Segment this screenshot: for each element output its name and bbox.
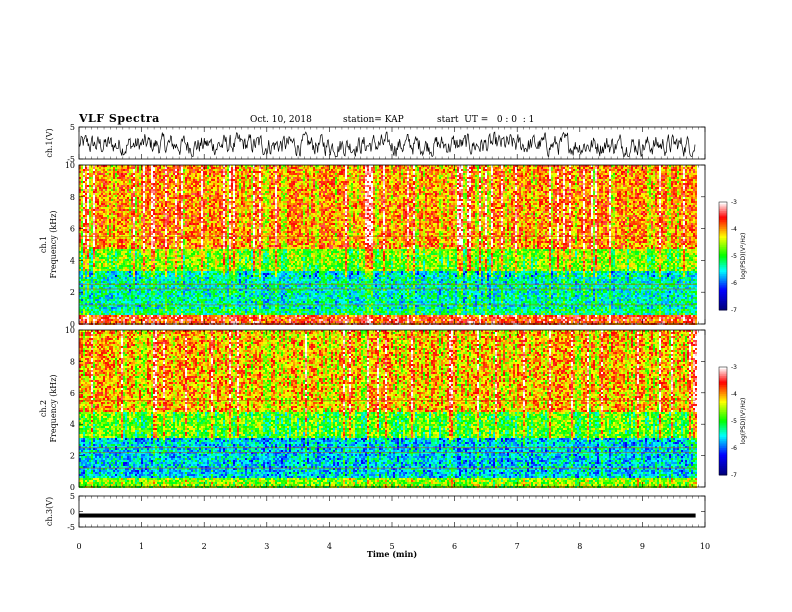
colorbar-label: log(PSD)(V²/Hz) — [740, 398, 747, 445]
x-tick-label: 9 — [640, 542, 645, 551]
ch1-spectrogram-ytick-label: 4 — [70, 256, 75, 265]
x-tick-label: 7 — [515, 542, 520, 551]
colorbar-tick-label: -6 — [731, 280, 737, 287]
ch2-spectrogram-ytick-label: 4 — [70, 420, 75, 429]
ch1-spectrogram-ytick-label: 8 — [70, 193, 75, 202]
ch1-spectrogram-ylabel: Frequency (kHz) — [49, 210, 58, 278]
vlf-figure: 5-5ch.1(V) 0246810ch.1 Frequency (kHz) 02… — [0, 0, 792, 612]
ch2-spectrogram-ytick-label: 0 — [70, 483, 75, 492]
ch2-spectrogram-ylabel: ch.2 — [39, 400, 48, 417]
colorbar-tick-label: -4 — [731, 391, 737, 398]
ch3-waveform-ylabel: ch.3(V) — [45, 497, 54, 526]
ch1-spectrogram-ytick-label: 2 — [70, 288, 75, 297]
x-tick-label: 6 — [452, 542, 457, 551]
colorbar-tick-label: -5 — [731, 253, 737, 260]
ch1-spectrogram-ytick-label: 6 — [70, 225, 75, 234]
ch2-colorbar: -3 -4 -5 -6 -7 log(PSD)(V²/Hz) — [719, 364, 747, 479]
ch1-waveform-panel: 5-5ch.1(V) — [45, 123, 705, 164]
ch1-colorbar: -3 -4 -5 -6 -7 log(PSD)(V²/Hz) — [719, 199, 747, 314]
ch2-spectrogram-ytick-label: 6 — [70, 389, 75, 398]
colorbar-tick-label: -4 — [731, 226, 737, 233]
colorbar-tick-label: -7 — [731, 307, 737, 314]
ch1-spectrogram-ylabel: ch.1 — [39, 236, 48, 253]
x-tick-label: 2 — [202, 542, 207, 551]
x-axis-label: Time (min) — [367, 549, 417, 559]
colorbar-tick-label: -6 — [731, 445, 737, 452]
x-tick-label: 8 — [577, 542, 582, 551]
x-tick-label: 4 — [327, 542, 332, 551]
ch2-spectrogram-ytick-label: 2 — [70, 452, 75, 461]
colorbar-tick-label: -5 — [731, 418, 737, 425]
ch3-waveform-panel: 5 0 -5 ch.3(V) — [45, 492, 705, 532]
ch1-waveform-ylabel: ch.1(V) — [45, 128, 54, 157]
ch2-spectrogram-ytick-label: 8 — [70, 357, 75, 366]
ch1-spectrogram-ytick-label: 10 — [65, 161, 75, 170]
colorbar-tick-label: -3 — [731, 364, 737, 371]
ch1-waveform-ytick-label: 5 — [70, 123, 75, 132]
ch3-waveform-ytick-label: 5 — [70, 492, 75, 501]
ch3-waveform-ytick-label: 0 — [70, 508, 75, 517]
ch2-spectrogram-ytick-label: 10 — [65, 326, 75, 335]
x-tick-label: 0 — [76, 542, 81, 551]
colorbar-label: log(PSD)(V²/Hz) — [740, 233, 747, 280]
ch1-trace — [79, 132, 695, 156]
ch3-trace — [79, 514, 696, 518]
colorbar-tick-label: -7 — [731, 472, 737, 479]
colorbar-tick-label: -3 — [731, 199, 737, 206]
ch2-spectrogram-panel: 0 2 4 6 8 10 ch.2 Frequency (kHz) — [39, 326, 705, 492]
x-tick-label: 1 — [139, 542, 144, 551]
ch2-spectrogram-ylabel: Frequency (kHz) — [49, 374, 58, 442]
ch3-waveform-ytick-label: -5 — [67, 523, 75, 532]
x-tick-label: 10 — [700, 542, 710, 551]
x-tick-label: 3 — [264, 542, 269, 551]
